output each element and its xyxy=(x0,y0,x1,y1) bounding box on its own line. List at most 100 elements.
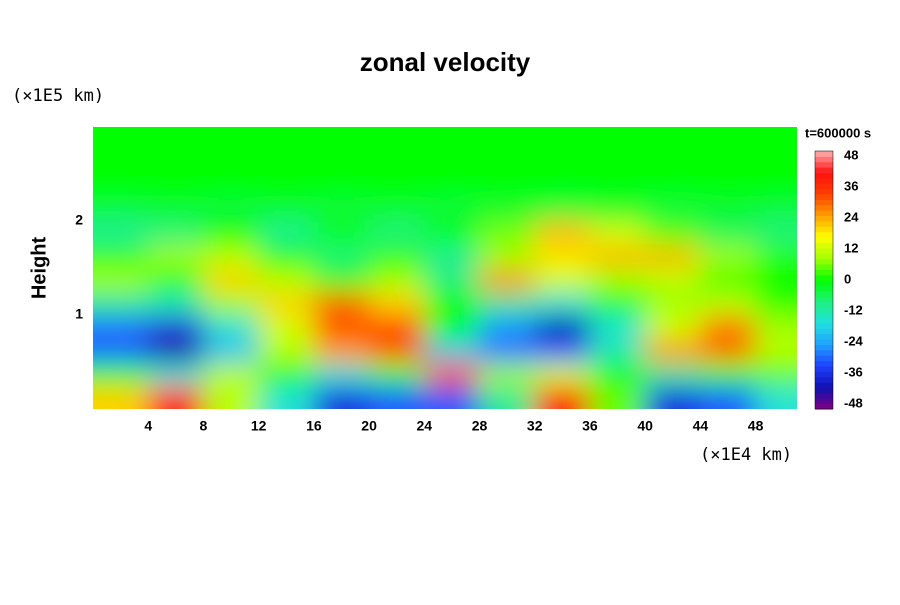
contour-cell xyxy=(203,291,260,316)
colorbar-swatch xyxy=(815,220,833,227)
contour-cell xyxy=(755,127,797,151)
contour-cell xyxy=(369,362,425,386)
contour-cell xyxy=(479,221,536,245)
colorbar-swatch xyxy=(815,366,833,372)
colorbar-frame xyxy=(814,150,834,410)
contour-cell xyxy=(589,150,646,175)
contour-cell xyxy=(479,244,536,269)
contour-cell xyxy=(424,315,481,339)
colorbar-swatch xyxy=(815,258,833,265)
colorbar-swatch xyxy=(815,344,833,351)
colorbar-swatch xyxy=(815,376,833,383)
contour-cell xyxy=(589,221,646,245)
x-tick-label: 4 xyxy=(144,418,152,434)
colorbar-swatch xyxy=(815,183,833,190)
contour-cell xyxy=(203,385,260,409)
contour-cell xyxy=(203,221,260,245)
contour-cell xyxy=(203,244,260,269)
contour-cell xyxy=(700,150,757,175)
contour-cell xyxy=(369,244,425,269)
contour-cell xyxy=(424,174,481,198)
contour-cell xyxy=(700,197,757,222)
contour-cell xyxy=(203,362,260,386)
colorbar-swatch xyxy=(815,290,833,297)
contour-cell xyxy=(148,268,204,292)
contour-cell xyxy=(755,338,797,363)
colorbar-swatch xyxy=(815,226,833,233)
contour-cell xyxy=(589,127,646,151)
contour-cell xyxy=(313,221,370,245)
contour-cell xyxy=(313,197,370,222)
contour-cell xyxy=(645,244,701,269)
x-tick-label: 8 xyxy=(200,418,208,434)
contour-cell xyxy=(479,338,536,363)
contour-cell xyxy=(645,291,701,316)
contour-cell xyxy=(93,150,149,175)
contour-cell xyxy=(700,221,757,245)
contour-cell xyxy=(93,268,149,292)
contour-cell xyxy=(148,315,204,339)
contour-cell xyxy=(534,291,591,316)
contour-cell xyxy=(589,291,646,316)
contour-cell xyxy=(93,197,149,222)
contour-cell xyxy=(148,221,204,245)
contour-cell xyxy=(203,338,260,363)
contour-cell xyxy=(534,150,591,175)
colorbar-swatch xyxy=(815,156,833,163)
x-tick-label: 28 xyxy=(472,418,488,434)
contour-field xyxy=(93,127,797,409)
colorbar-swatch xyxy=(815,392,833,399)
colorbar-swatch xyxy=(815,339,833,345)
contour-cell xyxy=(369,291,425,316)
colorbar-swatch xyxy=(815,360,833,367)
contour-cell xyxy=(479,174,536,198)
colorbar-tick-label: -48 xyxy=(844,395,863,410)
contour-cell xyxy=(313,338,370,363)
contour-cell xyxy=(313,268,370,292)
colorbar-swatch xyxy=(815,204,833,211)
contour-cell xyxy=(369,385,425,409)
contour-cell xyxy=(369,315,425,339)
colorbar-swatch xyxy=(815,382,833,388)
contour-cell xyxy=(424,338,481,363)
colorbar-title: t=600000 s xyxy=(805,125,871,140)
colorbar-swatch xyxy=(815,371,833,378)
colorbar-tick-label: -12 xyxy=(844,302,863,317)
contour-cell xyxy=(313,127,370,151)
contour-cell xyxy=(534,244,591,269)
colorbar-swatch xyxy=(815,231,833,238)
contour-cell xyxy=(479,362,536,386)
contour-cell xyxy=(645,174,701,198)
contour-cell xyxy=(589,268,646,292)
colorbar-tick-label: 36 xyxy=(844,178,858,193)
contour-cell xyxy=(589,244,646,269)
contour-cell xyxy=(313,385,370,409)
contour-cell xyxy=(645,362,701,386)
contour-cell xyxy=(369,221,425,245)
contour-cell xyxy=(645,385,701,409)
x-tick-label: 24 xyxy=(417,418,433,434)
contour-cell xyxy=(258,362,315,386)
contour-cell xyxy=(589,338,646,363)
contour-cell xyxy=(203,315,260,339)
contour-cell xyxy=(700,362,757,386)
contour-cell xyxy=(589,362,646,386)
y-unit: (×1E5 km) xyxy=(12,86,104,106)
contour-cell xyxy=(148,338,204,363)
contour-cell xyxy=(589,315,646,339)
contour-cell xyxy=(755,150,797,175)
contour-cell xyxy=(645,315,701,339)
contour-cell xyxy=(258,291,315,316)
contour-cell xyxy=(313,315,370,339)
colorbar-swatch xyxy=(815,242,833,249)
contour-cell xyxy=(755,197,797,222)
contour-cell xyxy=(755,174,797,198)
contour-cell xyxy=(755,362,797,386)
contour-cell xyxy=(534,197,591,222)
contour-cell xyxy=(645,127,701,151)
contour-cell xyxy=(479,268,536,292)
contour-cell xyxy=(755,221,797,245)
contour-cell xyxy=(369,127,425,151)
contour-cell xyxy=(258,385,315,409)
